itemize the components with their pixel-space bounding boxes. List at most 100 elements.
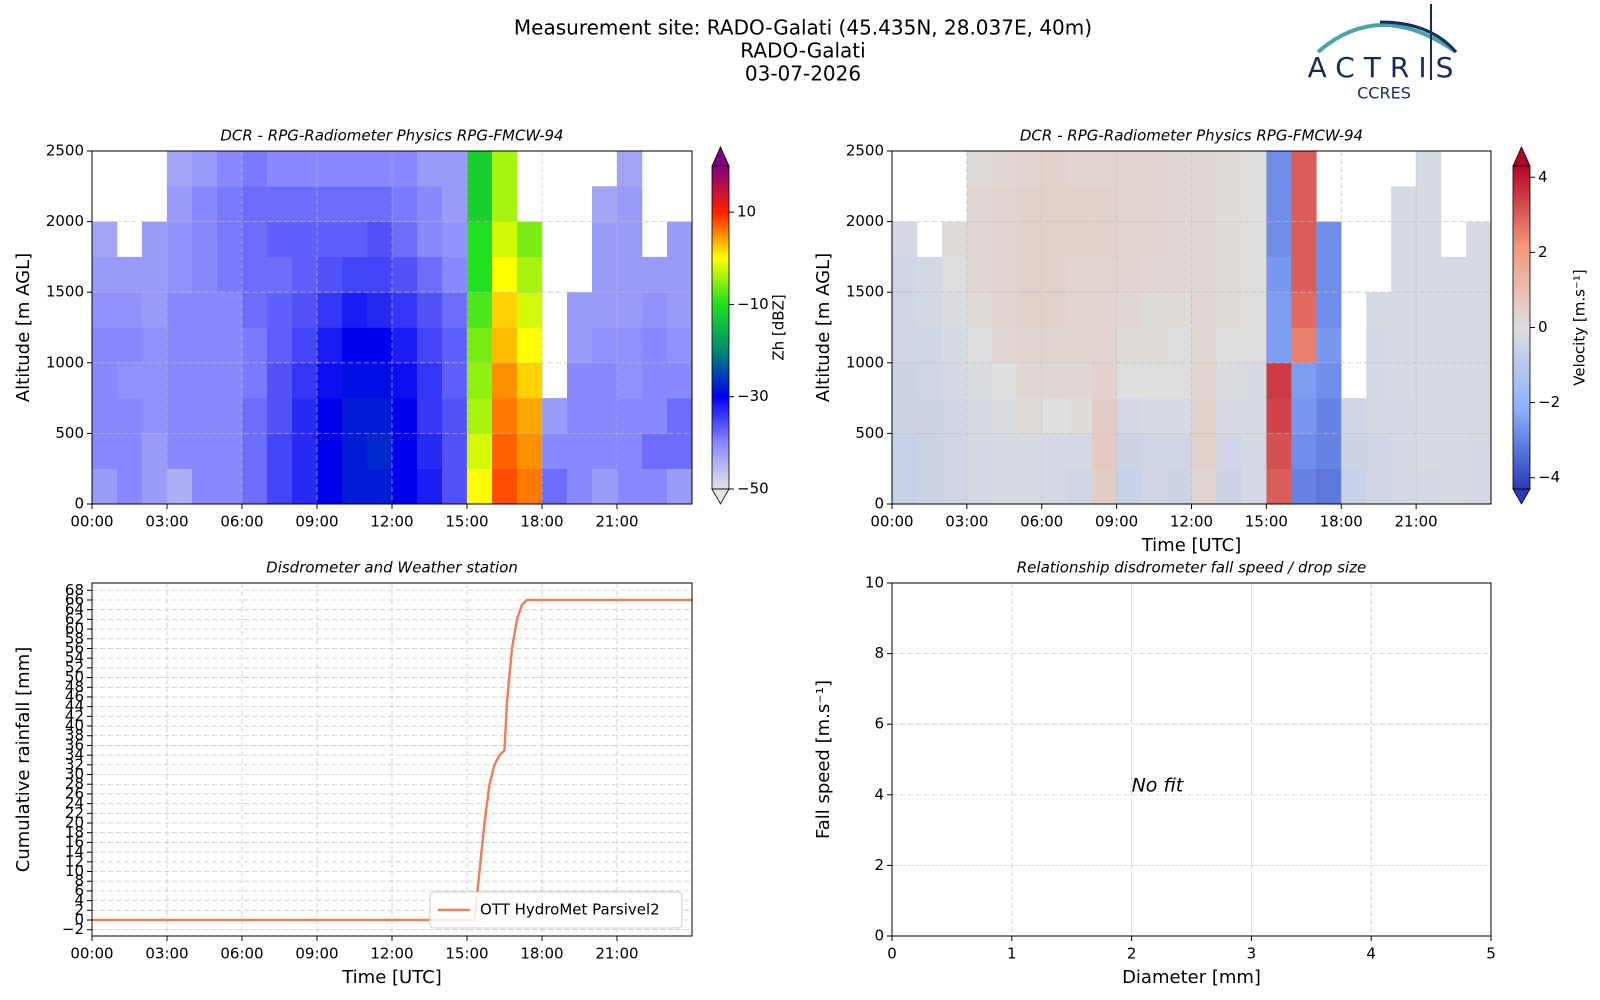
heatmap-cell	[242, 362, 268, 399]
heatmap-cell	[667, 256, 693, 293]
heatmap-cell	[392, 398, 418, 434]
heatmap-cell	[492, 151, 518, 187]
heatmap-cell	[242, 151, 268, 187]
heatmap-cell	[167, 256, 193, 293]
heatmap-cell	[592, 221, 618, 258]
heatmap-cell	[1166, 151, 1192, 187]
heatmap-cell	[1391, 468, 1417, 505]
heatmap-cell	[1316, 362, 1342, 399]
heatmap-cell	[1166, 362, 1192, 399]
heatmap-cell	[217, 362, 243, 399]
x-tick-label: 21:00	[1395, 513, 1438, 531]
heatmap-cell	[617, 398, 643, 434]
heatmap-cell	[991, 256, 1018, 293]
heatmap-cell	[292, 398, 318, 434]
heatmap-cell	[1416, 398, 1442, 434]
colorbar-frame	[711, 165, 730, 490]
heatmap-cell	[267, 433, 293, 469]
heatmap-cell	[1416, 292, 1442, 328]
heatmap-cell	[1266, 186, 1292, 222]
heatmap-cell	[117, 327, 143, 364]
heatmap-cell	[1191, 468, 1217, 505]
x-tick-label: 5	[1486, 945, 1496, 963]
heatmap-cell	[916, 468, 943, 505]
heatmap-cell	[642, 468, 668, 505]
heatmap-cell	[1466, 398, 1492, 434]
page-date: 03-07-2026	[745, 62, 861, 86]
heatmap-cell	[417, 292, 443, 328]
heatmap-cell	[542, 398, 568, 434]
heatmap-cell	[1116, 292, 1142, 328]
y-tick-label: 10	[65, 862, 84, 880]
heatmap-cell	[941, 362, 968, 399]
heatmap-cell	[1216, 151, 1242, 187]
heatmap-cell	[892, 468, 918, 505]
heatmap-cell	[1191, 327, 1217, 364]
heatmap-cell	[1391, 362, 1417, 399]
heatmap-cell	[1141, 256, 1167, 293]
heatmap-cell	[142, 398, 168, 434]
colorbar-tick-label: −30	[737, 387, 769, 405]
heatmap-cell	[492, 256, 518, 293]
heatmap-cell	[642, 327, 668, 364]
heatmap-cell	[1466, 468, 1492, 505]
heatmap-cell	[1166, 398, 1192, 434]
x-tick-label: 00:00	[870, 513, 913, 531]
legend-box	[429, 891, 683, 929]
heatmap-cell	[117, 433, 143, 469]
x-axis-label: Diameter [mm]	[1122, 967, 1261, 988]
heatmap-cell	[1441, 433, 1467, 469]
heatmap-cell	[567, 468, 593, 505]
heatmap-cell	[916, 327, 943, 364]
y-tick-label: 16	[65, 833, 84, 851]
heatmap-cell	[1116, 433, 1142, 469]
y-tick-label: 1000	[46, 353, 84, 371]
colorbar-tick-label: 2	[1538, 243, 1548, 261]
heatmap-cell	[142, 362, 168, 399]
heatmap-cell	[517, 362, 543, 399]
heatmap-cell	[592, 186, 618, 222]
y-tick-label: 26	[65, 784, 84, 802]
heatmap-cell	[916, 292, 943, 328]
heatmap-cell	[117, 292, 143, 328]
heatmap-cell	[592, 433, 618, 469]
heatmap-cell	[1441, 362, 1467, 399]
heatmap-cell	[367, 151, 393, 187]
heatmap-cell	[167, 468, 193, 505]
heatmap-cell	[192, 327, 218, 364]
heatmap-cell	[1016, 221, 1043, 258]
heatmap-cell	[941, 398, 968, 434]
heatmap-cell	[367, 398, 393, 434]
plot-title: Disdrometer and Weather station	[266, 559, 518, 577]
heatmap-cell	[1441, 327, 1467, 364]
heatmap-cell	[367, 468, 393, 505]
heatmap-cell	[1416, 327, 1442, 364]
heatmap-cell	[617, 327, 643, 364]
x-tick-label: 1	[1007, 945, 1017, 963]
heatmap-cell	[1291, 221, 1317, 258]
heatmap-cell	[1041, 256, 1068, 293]
heatmap-cell	[1141, 327, 1167, 364]
y-tick-label: 30	[65, 765, 84, 783]
y-tick-label: 44	[65, 697, 84, 715]
heatmap-cell	[1391, 327, 1417, 364]
heatmap-cell	[991, 362, 1018, 399]
heatmap-cell	[667, 292, 693, 328]
heatmap-cell	[167, 327, 193, 364]
heatmap-cell	[217, 468, 243, 505]
x-tick-label: 15:00	[445, 945, 488, 963]
heatmap-cell	[1341, 468, 1367, 505]
heatmap-cell	[966, 468, 993, 505]
heatmap-cell	[342, 468, 368, 505]
heatmap-cell	[167, 292, 193, 328]
y-tick-label: 2	[874, 856, 884, 874]
heatmap-cell	[667, 221, 693, 258]
heatmap-cell	[92, 468, 118, 505]
heatmap-cell	[217, 292, 243, 328]
heatmap-cell	[1116, 221, 1142, 258]
heatmap-cell	[92, 256, 118, 293]
heatmap-cell	[367, 362, 393, 399]
heatmap-cell	[1391, 256, 1417, 293]
x-tick-label: 3	[1247, 945, 1257, 963]
heatmap-cell	[1266, 398, 1292, 434]
